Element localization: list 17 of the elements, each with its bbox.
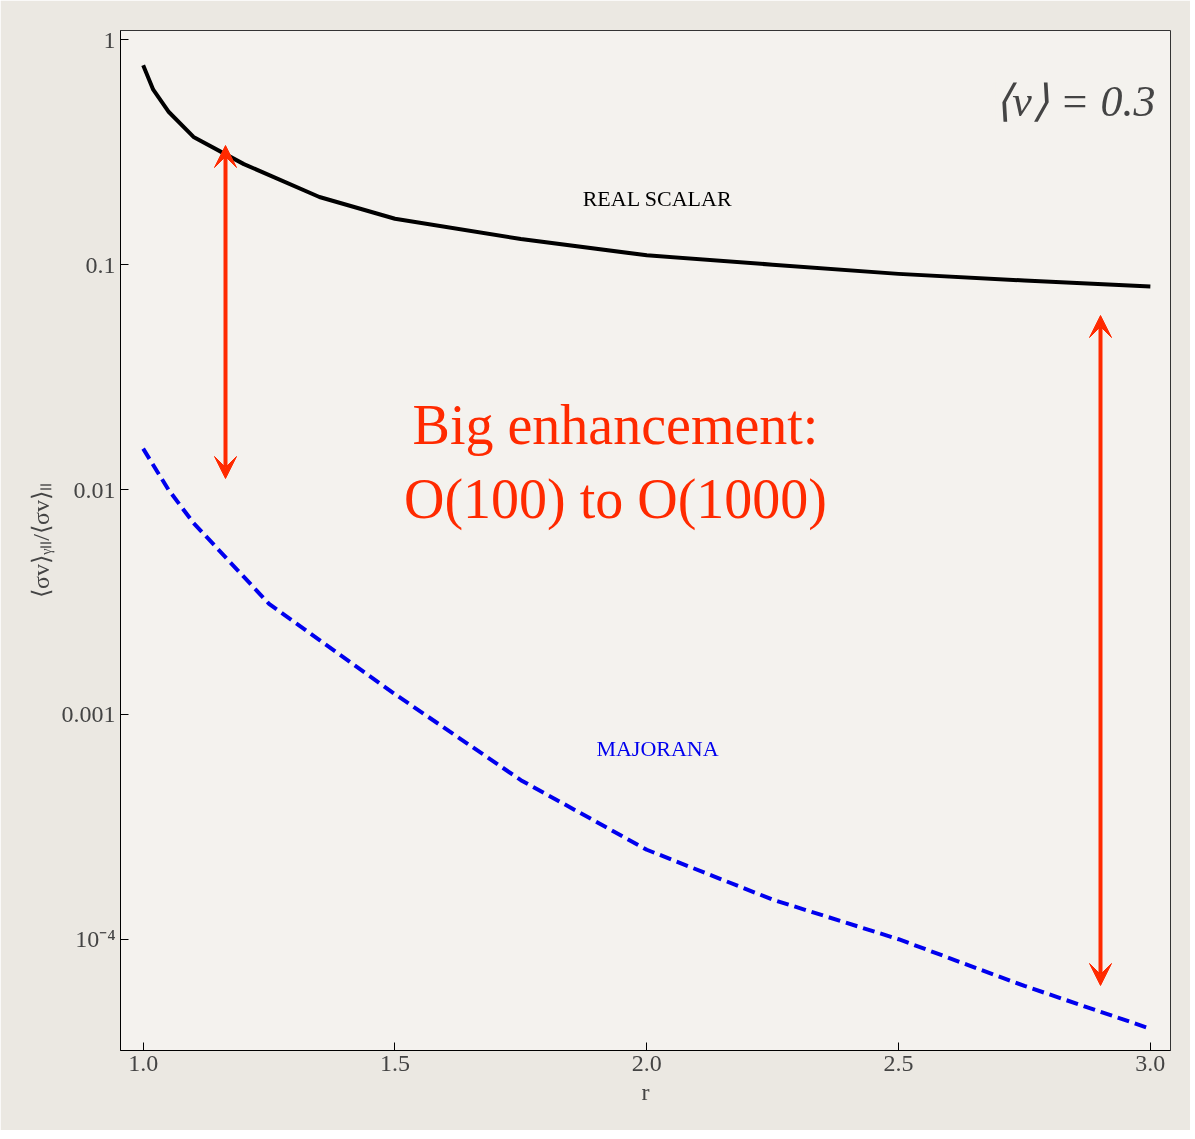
y-tick-label: 0.001	[61, 701, 116, 728]
line-series	[141, 63, 1153, 289]
text: MAJORANA	[596, 735, 719, 761]
x-axis-title: r	[641, 1078, 650, 1105]
y-tick-label: 0.1	[85, 251, 116, 278]
x-tick-label: 3.0	[1135, 1049, 1166, 1076]
y-axis-title: ⟨σv⟩ᵧₗₗ/⟨σv⟩ₗₗ	[27, 483, 55, 598]
y-tick-label: 1	[103, 26, 116, 53]
annotation: Big enhancement: O(100) to O(1000)	[403, 394, 828, 532]
y-tick-label: 0.01	[73, 476, 116, 503]
y-tick-label: 10⁻⁴	[75, 926, 116, 953]
x-tick-label: 2.0	[631, 1049, 662, 1076]
x-tick-label: 1.0	[128, 1049, 159, 1076]
series-label: REAL SCALAR	[582, 185, 732, 211]
x-tick-label: 1.5	[379, 1049, 410, 1076]
annotation: ⟨v⟩ = 0.3	[995, 76, 1156, 126]
x-tick-label: 2.5	[883, 1049, 914, 1076]
